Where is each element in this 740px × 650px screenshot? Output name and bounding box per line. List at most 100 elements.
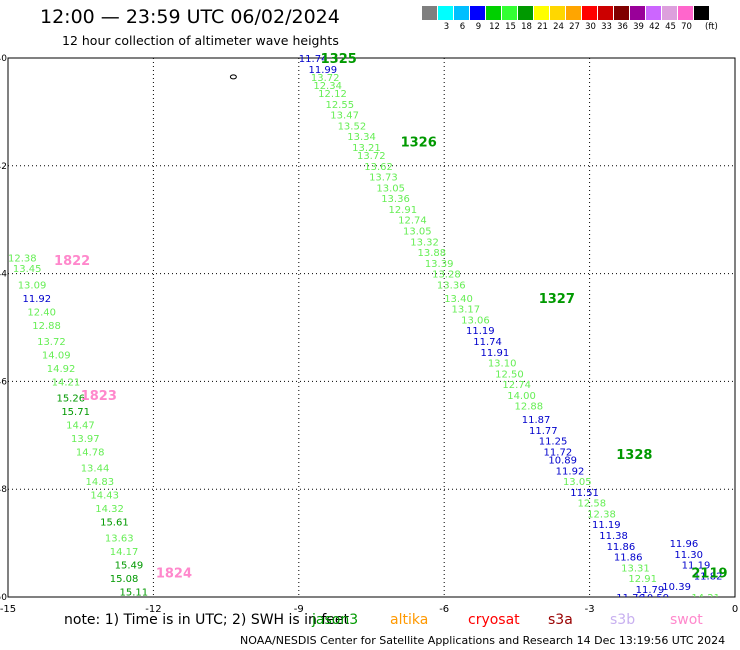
track-time-label: 1328 [616, 448, 652, 463]
data-point-group: 11.7411.9913.7212.3412.1212.5513.4713.52… [8, 52, 730, 615]
swh-value-label: 10.59 [640, 593, 669, 604]
satellite-label-jason3: jason3 [312, 612, 359, 628]
swh-value-label: 13.31 [621, 563, 650, 574]
x-tick-label: -6 [439, 604, 449, 615]
legend-swatch [502, 6, 518, 20]
legend-swatch [630, 6, 646, 20]
swh-value-label: 11.86 [614, 553, 643, 564]
swh-value-label: 13.06 [461, 315, 490, 326]
swh-value-label: 12.38 [8, 253, 37, 264]
legend-swatch [422, 6, 438, 20]
swh-value-label: 13.21 [352, 143, 381, 154]
swh-value-label: 11.74 [299, 54, 328, 65]
swh-value-label: 13.88 [418, 248, 447, 259]
swh-value-label: 13.73 [369, 173, 398, 184]
legend-swatch [454, 6, 470, 20]
legend-swatch [678, 6, 694, 20]
swh-value-label: 13.63 [105, 534, 134, 545]
x-tick-label: -3 [585, 604, 595, 615]
swh-value-label: 13.97 [71, 434, 100, 445]
legend-swatch [582, 6, 598, 20]
legend-swatch [518, 6, 534, 20]
legend-swatch [550, 6, 566, 20]
swh-value-label: 14.92 [47, 364, 76, 375]
swh-value-label: 14.47 [701, 604, 730, 615]
track-time-label: 1824 [156, 567, 192, 582]
legend-label: 15 [505, 22, 516, 32]
swh-value-label: 11.96 [670, 539, 699, 550]
swh-value-label: 12.88 [514, 402, 543, 413]
legend-unit-label: (ft) [705, 22, 718, 32]
swh-value-label: 14.32 [95, 504, 124, 515]
swh-value-label: 13.36 [437, 280, 466, 291]
legend-label: 27 [569, 22, 580, 32]
footer-note: note: 1) Time is in UTC; 2) SWH is in fe… [64, 612, 350, 628]
legend-swatch [614, 6, 630, 20]
legend-swatch [470, 6, 486, 20]
swh-value-label: 13.05 [563, 477, 592, 488]
swh-value-label: 11.92 [556, 466, 585, 477]
swh-value-label: 14.43 [90, 491, 119, 502]
legend-label: 12 [489, 22, 500, 32]
legend-label: 70 [681, 22, 692, 32]
swh-value-label: 11.74 [473, 337, 502, 348]
swh-value-label: 12.74 [398, 216, 427, 227]
swh-value-label: 14.83 [86, 477, 115, 488]
swh-value-label: 10.39 [662, 582, 691, 593]
swh-value-label: 13.62 [364, 162, 393, 173]
swh-value-label: 12.12 [318, 89, 347, 100]
swh-value-label: 14.78 [76, 447, 105, 458]
swh-value-label: 13.72 [357, 151, 386, 162]
swh-value-label: 15.08 [110, 574, 139, 585]
swh-value-label: 12.88 [32, 321, 61, 332]
swh-value-label: 12.55 [325, 100, 354, 111]
legend-swatch [694, 6, 710, 20]
track-time-label: 2119 [691, 567, 727, 582]
satellite-label-cryosat: cryosat [468, 612, 520, 628]
swh-value-label: 11.99 [308, 65, 337, 76]
legend-swatch [646, 6, 662, 20]
x-tick-label: -12 [145, 604, 161, 615]
island-outline [229, 74, 237, 80]
swh-value-label: 13.47 [330, 111, 359, 122]
swh-value-label: 11.25 [539, 437, 568, 448]
swh-value-label: 15.61 [100, 518, 129, 529]
swh-value-label: 13.10 [488, 359, 517, 370]
swh-value-label: 14.17 [110, 547, 139, 558]
legend-label: 36 [617, 22, 628, 32]
swh-value-label: 14.47 [66, 421, 95, 432]
legend-swatch [438, 6, 454, 20]
plot-frame [7, 57, 736, 598]
swh-value-label: 13.52 [338, 121, 367, 132]
swh-value-label: 11.19 [682, 561, 711, 572]
swh-value-label: 14.00 [507, 391, 536, 402]
swh-value-label: 13.45 [13, 264, 42, 275]
swh-value-label: 11.92 [23, 294, 52, 305]
track-time-label: 1325 [321, 52, 357, 67]
swh-value-label: 11.51 [570, 488, 599, 499]
swh-value-label: 11.87 [522, 415, 551, 426]
swh-value-label: 14.21 [691, 593, 720, 604]
legend-swatch [534, 6, 550, 20]
legend-swatch [566, 6, 582, 20]
satellite-label-swot: swot [670, 612, 703, 628]
swh-value-label: 10.89 [548, 456, 577, 467]
swh-value-label: 13.17 [451, 305, 480, 316]
swh-value-label: 13.34 [347, 132, 376, 143]
legend-label: 18 [521, 22, 532, 32]
legend-label: 9 [475, 22, 482, 32]
swh-value-label: 11.30 [674, 550, 703, 561]
swh-value-label: 13.40 [444, 294, 473, 305]
y-tick-label: -44 [0, 270, 7, 280]
track-time-label: 1823 [81, 389, 117, 404]
swh-value-label: 13.72 [37, 337, 66, 348]
swh-value-label: 15.49 [115, 561, 144, 572]
legend-label: 24 [553, 22, 564, 32]
swh-value-label: 13.44 [81, 464, 110, 475]
y-tick-label: -40 [0, 54, 7, 64]
swh-value-label: 13.28 [432, 270, 461, 281]
swh-value-label: 13.32 [410, 237, 439, 248]
track-time-label: 1326 [401, 136, 437, 151]
track-time-label: 1822 [54, 254, 90, 269]
